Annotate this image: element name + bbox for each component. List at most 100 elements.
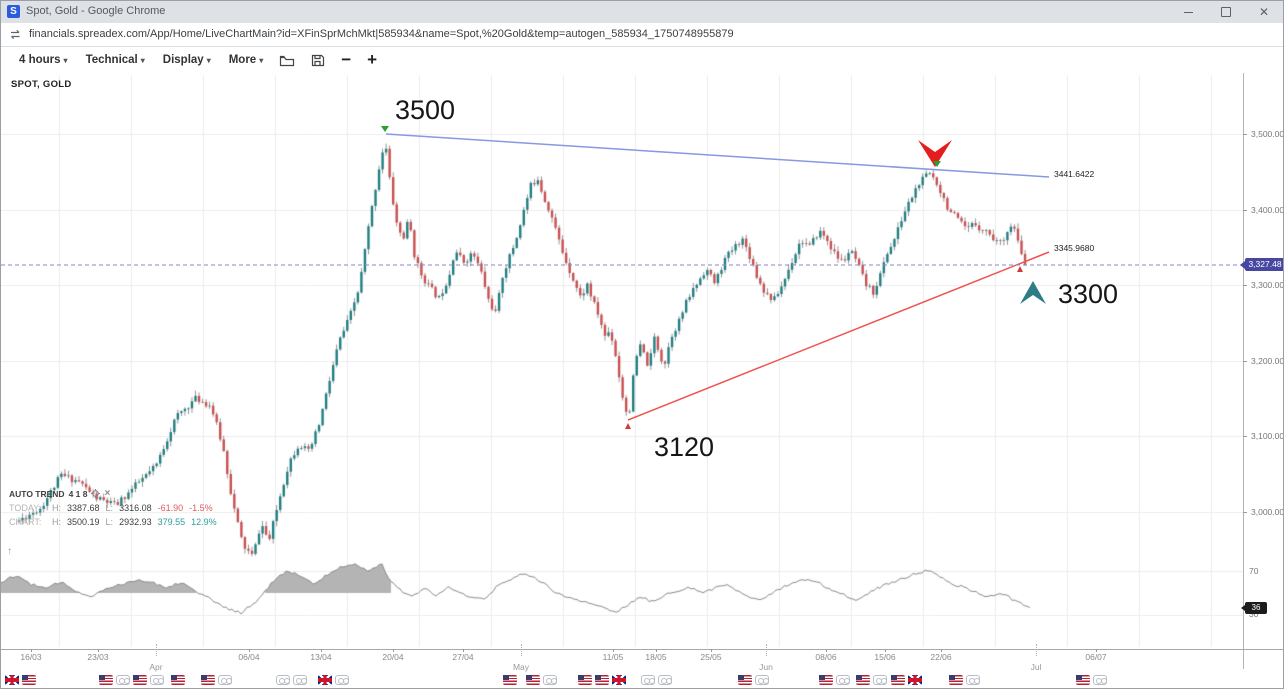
zoom-in-button[interactable]: +	[367, 50, 378, 69]
annotation-high-3500[interactable]: 3500	[395, 95, 456, 125]
economic-event-icon[interactable]	[836, 675, 850, 685]
us-flag-icon[interactable]	[133, 675, 147, 685]
economic-event-icon[interactable]	[658, 675, 672, 685]
us-flag-icon[interactable]	[819, 675, 833, 685]
us-flag-icon[interactable]	[856, 675, 870, 685]
resistance-trendline[interactable]	[385, 133, 1050, 178]
us-flag-icon[interactable]	[578, 675, 592, 685]
uk-flag-icon[interactable]	[318, 675, 332, 685]
annotation-support-3300[interactable]: 3300	[1058, 279, 1119, 309]
url-text[interactable]: financials.spreadex.com/App/Home/LiveCha…	[29, 28, 734, 40]
y-axis-tick	[1243, 436, 1247, 437]
economic-event-icon[interactable]	[641, 675, 655, 685]
y-axis-label: 3,100.00	[1251, 431, 1284, 441]
time-axis[interactable]	[1, 649, 1283, 650]
teal-up-arrow-drawing[interactable]	[1020, 281, 1046, 304]
us-flag-icon[interactable]	[22, 675, 36, 685]
maximize-button[interactable]	[1207, 1, 1245, 23]
annotation-low-3120[interactable]: 3120	[654, 432, 715, 462]
timeframe-menu[interactable]: 4 hours ▾	[19, 54, 68, 66]
chevron-down-icon: ▾	[140, 56, 145, 65]
y-axis-tick	[1243, 361, 1247, 362]
y-axis-tick	[1243, 134, 1247, 135]
gear-icon[interactable]	[91, 489, 101, 498]
minimize-button[interactable]	[1169, 1, 1207, 23]
us-flag-icon[interactable]	[171, 675, 185, 685]
us-flag-icon[interactable]	[526, 675, 540, 685]
x-axis-label: 11/05	[602, 652, 624, 662]
x-axis-label: 23/03	[87, 652, 109, 662]
menu-display[interactable]: Display ▾	[162, 54, 211, 66]
indicator-params: 4 1 8	[68, 488, 88, 499]
window-titlebar: S Spot, Gold - Google Chrome ✕	[1, 1, 1283, 23]
resistance-trendline-price: 3441.6422	[1054, 169, 1095, 179]
open-chart-button[interactable]	[279, 54, 295, 67]
rsi-pane-arrow-icon[interactable]: ↑	[7, 546, 12, 557]
y-axis-label: 3,500.00	[1251, 129, 1284, 139]
month-tick	[1036, 644, 1037, 656]
y-axis-label: 3,400.00	[1251, 205, 1284, 215]
economic-event-icon[interactable]	[218, 675, 232, 685]
us-flag-icon[interactable]	[503, 675, 517, 685]
menu-technical[interactable]: Technical ▾	[85, 54, 145, 66]
legend-row-today: TODAY: H: 3387.68 L: 3316.08 -61.90 -1.5…	[9, 503, 213, 513]
x-axis-tick	[31, 649, 32, 652]
x-axis-tick	[321, 649, 322, 652]
x-axis-tick	[711, 649, 712, 652]
us-flag-icon[interactable]	[99, 675, 113, 685]
save-icon	[312, 54, 325, 66]
month-label: Apr	[149, 662, 163, 672]
economic-event-icon[interactable]	[543, 675, 557, 685]
window-title: Spot, Gold - Google Chrome	[26, 5, 166, 17]
economic-event-icon[interactable]	[1093, 675, 1107, 685]
chevron-down-icon: ▾	[63, 56, 68, 65]
url-bar[interactable]: financials.spreadex.com/App/Home/LiveCha…	[1, 23, 1283, 47]
x-axis-tick	[98, 649, 99, 652]
month-tick	[766, 644, 767, 656]
x-axis-label: 22/06	[930, 652, 952, 662]
close-button[interactable]: ✕	[1258, 5, 1270, 19]
uk-flag-icon[interactable]	[5, 675, 19, 685]
economic-event-icon[interactable]	[116, 675, 130, 685]
y-axis-tick	[1243, 210, 1247, 211]
close-indicator-icon[interactable]: ×	[104, 488, 111, 499]
uk-flag-icon[interactable]	[908, 675, 922, 685]
legend-row-chart: CHART: H: 3500.19 L: 2932.93 379.55 12.9…	[9, 517, 217, 527]
us-flag-icon[interactable]	[891, 675, 905, 685]
x-axis-tick	[249, 649, 250, 652]
chart-toolbar: 4 hours ▾ Technical ▾ Display ▾ More ▾ − +	[1, 47, 1283, 73]
economic-event-icon[interactable]	[293, 675, 307, 685]
red-down-arrow-drawing[interactable]	[918, 140, 952, 167]
y-axis-label: 3,200.00	[1251, 356, 1284, 366]
support-trendline-price: 3345.9680	[1054, 243, 1095, 253]
month-label: Jul	[1030, 662, 1042, 672]
economic-event-icon[interactable]	[150, 675, 164, 685]
us-flag-icon[interactable]	[738, 675, 752, 685]
economic-event-icon[interactable]	[966, 675, 980, 685]
economic-event-icon[interactable]	[755, 675, 769, 685]
x-axis-label: 15/06	[874, 652, 896, 662]
chevron-down-icon: ▾	[259, 56, 264, 65]
x-axis-label: 16/03	[20, 652, 42, 662]
support-trendline[interactable]	[627, 251, 1050, 421]
y-axis-label: 3,000.00	[1251, 507, 1284, 517]
zoom-out-button[interactable]: −	[341, 50, 352, 69]
x-axis-tick	[1096, 649, 1097, 652]
menu-more[interactable]: More ▾	[228, 54, 264, 66]
us-flag-icon[interactable]	[1076, 675, 1090, 685]
save-chart-button[interactable]	[311, 54, 325, 67]
x-axis-label: 13/04	[310, 652, 332, 662]
economic-event-icon[interactable]	[335, 675, 349, 685]
economic-event-icon[interactable]	[276, 675, 290, 685]
candlestick-chart-canvas[interactable]	[1, 73, 1283, 688]
price-axis[interactable]	[1243, 73, 1283, 669]
x-axis-label: 18/05	[645, 652, 667, 662]
economic-event-icon[interactable]	[873, 675, 887, 685]
us-flag-icon[interactable]	[949, 675, 963, 685]
rsi-overbought-label: 70	[1249, 566, 1259, 576]
us-flag-icon[interactable]	[201, 675, 215, 685]
uk-flag-icon[interactable]	[612, 675, 626, 685]
month-tick	[156, 644, 157, 656]
us-flag-icon[interactable]	[595, 675, 609, 685]
